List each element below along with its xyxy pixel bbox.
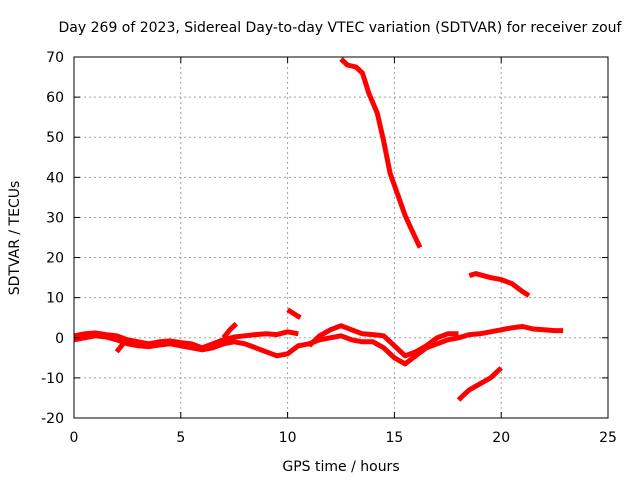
grid	[74, 57, 608, 418]
x-tick-label: 20	[492, 430, 510, 446]
y-tick-label: 70	[46, 50, 64, 66]
y-tick-label: 60	[46, 90, 64, 106]
y-tick-label: 20	[46, 251, 64, 267]
series-group	[73, 57, 564, 402]
series-line-track-3	[114, 337, 131, 354]
x-tick-label: 5	[176, 430, 185, 446]
x-tick-label: 15	[385, 430, 403, 446]
series-line-track-1	[73, 329, 299, 351]
x-axis-label: GPS time / hours	[282, 459, 399, 475]
y-tick-label: -10	[41, 371, 64, 387]
plot-frame	[73, 56, 609, 419]
x-tick-label: 25	[599, 430, 617, 446]
x-tick-label: 10	[279, 430, 297, 446]
series-line-track-8	[468, 271, 531, 298]
x-tick-label: 0	[70, 430, 79, 446]
y-tick-label: 40	[46, 170, 64, 186]
y-axis-label: SDTVAR / TECUs	[7, 181, 23, 296]
ticks: 0 5 10 15 20 25 -20 -10 0 10 20 30 40 50 60 70	[41, 50, 617, 446]
y-tick-label: 0	[55, 331, 64, 347]
series-line-track-7	[339, 57, 423, 249]
chart-title: Day 269 of 2023, Sidereal Day-to-day VTE…	[59, 20, 623, 36]
y-tick-label: -20	[41, 411, 64, 427]
series-line-track-5	[286, 307, 302, 320]
y-tick-label: 30	[46, 210, 64, 226]
series-line-track-2	[73, 324, 564, 367]
y-tick-label: 50	[46, 130, 64, 146]
y-tick-label: 10	[46, 291, 64, 307]
series-line-track-6	[307, 323, 459, 359]
series-line-track-4	[221, 321, 239, 340]
series-line-track-9	[456, 366, 503, 402]
